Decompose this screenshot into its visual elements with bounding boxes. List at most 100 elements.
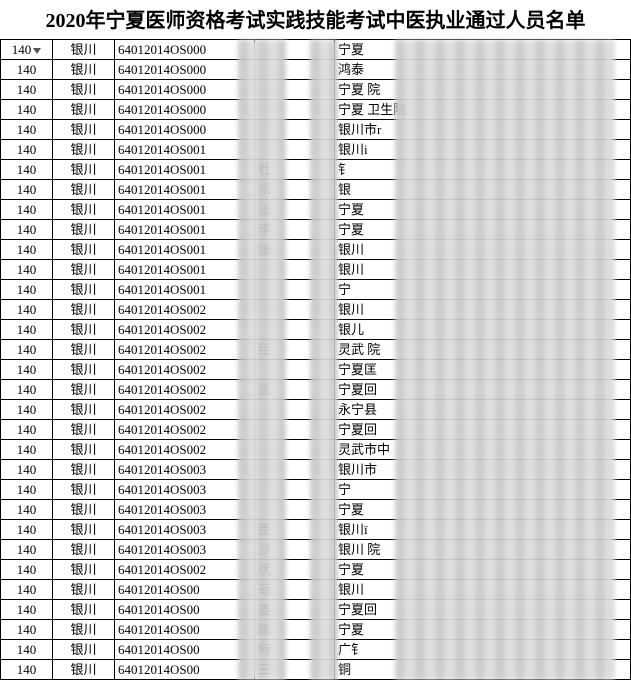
table-row: 140银川64012014OS003银川市 [1,460,631,480]
org-cell: 银川市 [335,460,631,480]
org-cell: 宁夏 [335,500,631,520]
name-cell [255,400,335,420]
org-cell: 广钅 [335,640,631,660]
table-row: 140银川64012014OS001银川 [1,260,631,280]
table-row: 140银川64012014OS000宁夏 卫生院 [1,100,631,120]
code-cell: 140 [1,400,53,420]
city-cell: 银川 [53,200,115,220]
code-cell: 140 [1,540,53,560]
code-cell: 140 [1,240,53,260]
table-row: 140银川64012014OS001张银川 [1,240,631,260]
roster-table: 140银川64012014OS000宁夏140银川64012014OS000鸿泰… [0,39,631,680]
city-cell: 银川 [53,180,115,200]
table-row: 140银川64012014OS00姜宁夏回 [1,600,631,620]
org-cell: 宁夏 [335,40,631,60]
org-cell: 宁夏 [335,200,631,220]
city-cell: 银川 [53,220,115,240]
city-cell: 银川 [53,380,115,400]
id-cell: 64012014OS000 [115,100,255,120]
city-cell: 银川 [53,100,115,120]
org-cell: 银儿 [335,320,631,340]
id-cell: 64012014OS003 [115,480,255,500]
id-cell: 64012014OS002 [115,560,255,580]
org-cell: 宁夏 卫生院 [335,100,631,120]
city-cell: 银川 [53,40,115,60]
filter-icon[interactable] [33,48,41,54]
name-cell [255,440,335,460]
org-cell: 银川i [335,140,631,160]
table-row: 140银川64012014OS003臣银川ī [1,520,631,540]
city-cell: 银川 [53,660,115,680]
code-cell: 140 [1,640,53,660]
code-cell: 140 [1,340,53,360]
table-row: 140银川64012014OS001李宁夏 [1,220,631,240]
code-cell: 140 [1,380,53,400]
id-cell: 64012014OS000 [115,40,255,60]
id-cell: 64012014OS002 [115,320,255,340]
table-row: 140银川64012014OS001宁 [1,280,631,300]
city-cell: 银川 [53,600,115,620]
name-cell: 杜 [255,160,335,180]
code-cell: 140 [1,360,53,380]
org-cell: 银川 院 [335,540,631,560]
id-cell: 64012014OS001 [115,180,255,200]
city-cell: 银川 [53,640,115,660]
page-title: 2020年宁夏医师资格考试实践技能考试中医执业通过人员名单 [0,0,631,39]
table-row: 140银川64012014OS002宁夏匡 [1,360,631,380]
city-cell: 银川 [53,280,115,300]
city-cell: 银川 [53,400,115,420]
org-cell: 鸿泰 [335,60,631,80]
name-cell [255,460,335,480]
table-row: 140银川64012014OS001杜钅 [1,160,631,180]
code-cell: 140 [1,320,53,340]
name-cell [255,40,335,60]
id-cell: 64012014OS003 [115,520,255,540]
id-cell: 64012014OS000 [115,120,255,140]
table-row: 140银川64012014OS002宁夏回 [1,420,631,440]
code-cell: 140 [1,600,53,620]
id-cell: 64012014OS002 [115,360,255,380]
id-cell: 64012014OS001 [115,260,255,280]
code-cell: 140 [1,180,53,200]
table-row: 140银川64012014OS000鸿泰 [1,60,631,80]
org-cell: 灵武 院 [335,340,631,360]
table-row: 140银川64012014OS003宁 [1,480,631,500]
org-cell: 永宁县 [335,400,631,420]
id-cell: 64012014OS001 [115,160,255,180]
city-cell: 银川 [53,540,115,560]
name-cell [255,480,335,500]
table-row: 140银川64012014OS00苟银川 [1,580,631,600]
id-cell: 64012014OS001 [115,220,255,240]
city-cell: 银川 [53,580,115,600]
id-cell: 64012014OS003 [115,540,255,560]
id-cell: 64012014OS002 [115,380,255,400]
table-row: 140银川64012014OS002臣灵武 院 [1,340,631,360]
city-cell: 银川 [53,140,115,160]
name-cell [255,360,335,380]
table-row: 140银川64012014OS003宁夏 [1,500,631,520]
table-row: 140银川64012014OS002匡宁夏回 [1,380,631,400]
city-cell: 银川 [53,620,115,640]
org-cell: 宁夏回 [335,600,631,620]
table-row: 140银川64012014OS000宁夏 [1,40,631,60]
city-cell: 银川 [53,420,115,440]
city-cell: 银川 [53,340,115,360]
id-cell: 64012014OS000 [115,80,255,100]
code-cell: 140 [1,580,53,600]
table-row: 140银川64012014OS002永宁县 [1,400,631,420]
name-cell: 沙 [255,540,335,560]
org-cell: 银川 [335,240,631,260]
table-row: 140银川64012014OS00何广钅 [1,640,631,660]
name-cell: 匡 [255,380,335,400]
name-cell: 臣 [255,340,335,360]
code-cell: 140 [1,620,53,640]
code-cell: 140 [1,460,53,480]
table-row: 140银川64012014OS00三铜 [1,660,631,680]
code-cell: 140 [1,160,53,180]
id-cell: 64012014OS002 [115,440,255,460]
city-cell: 银川 [53,80,115,100]
table-row: 140银川64012014OS000宁夏 院 [1,80,631,100]
code-cell: 140 [1,420,53,440]
city-cell: 银川 [53,460,115,480]
table-row: 140银川64012014OS003沙银川 院 [1,540,631,560]
